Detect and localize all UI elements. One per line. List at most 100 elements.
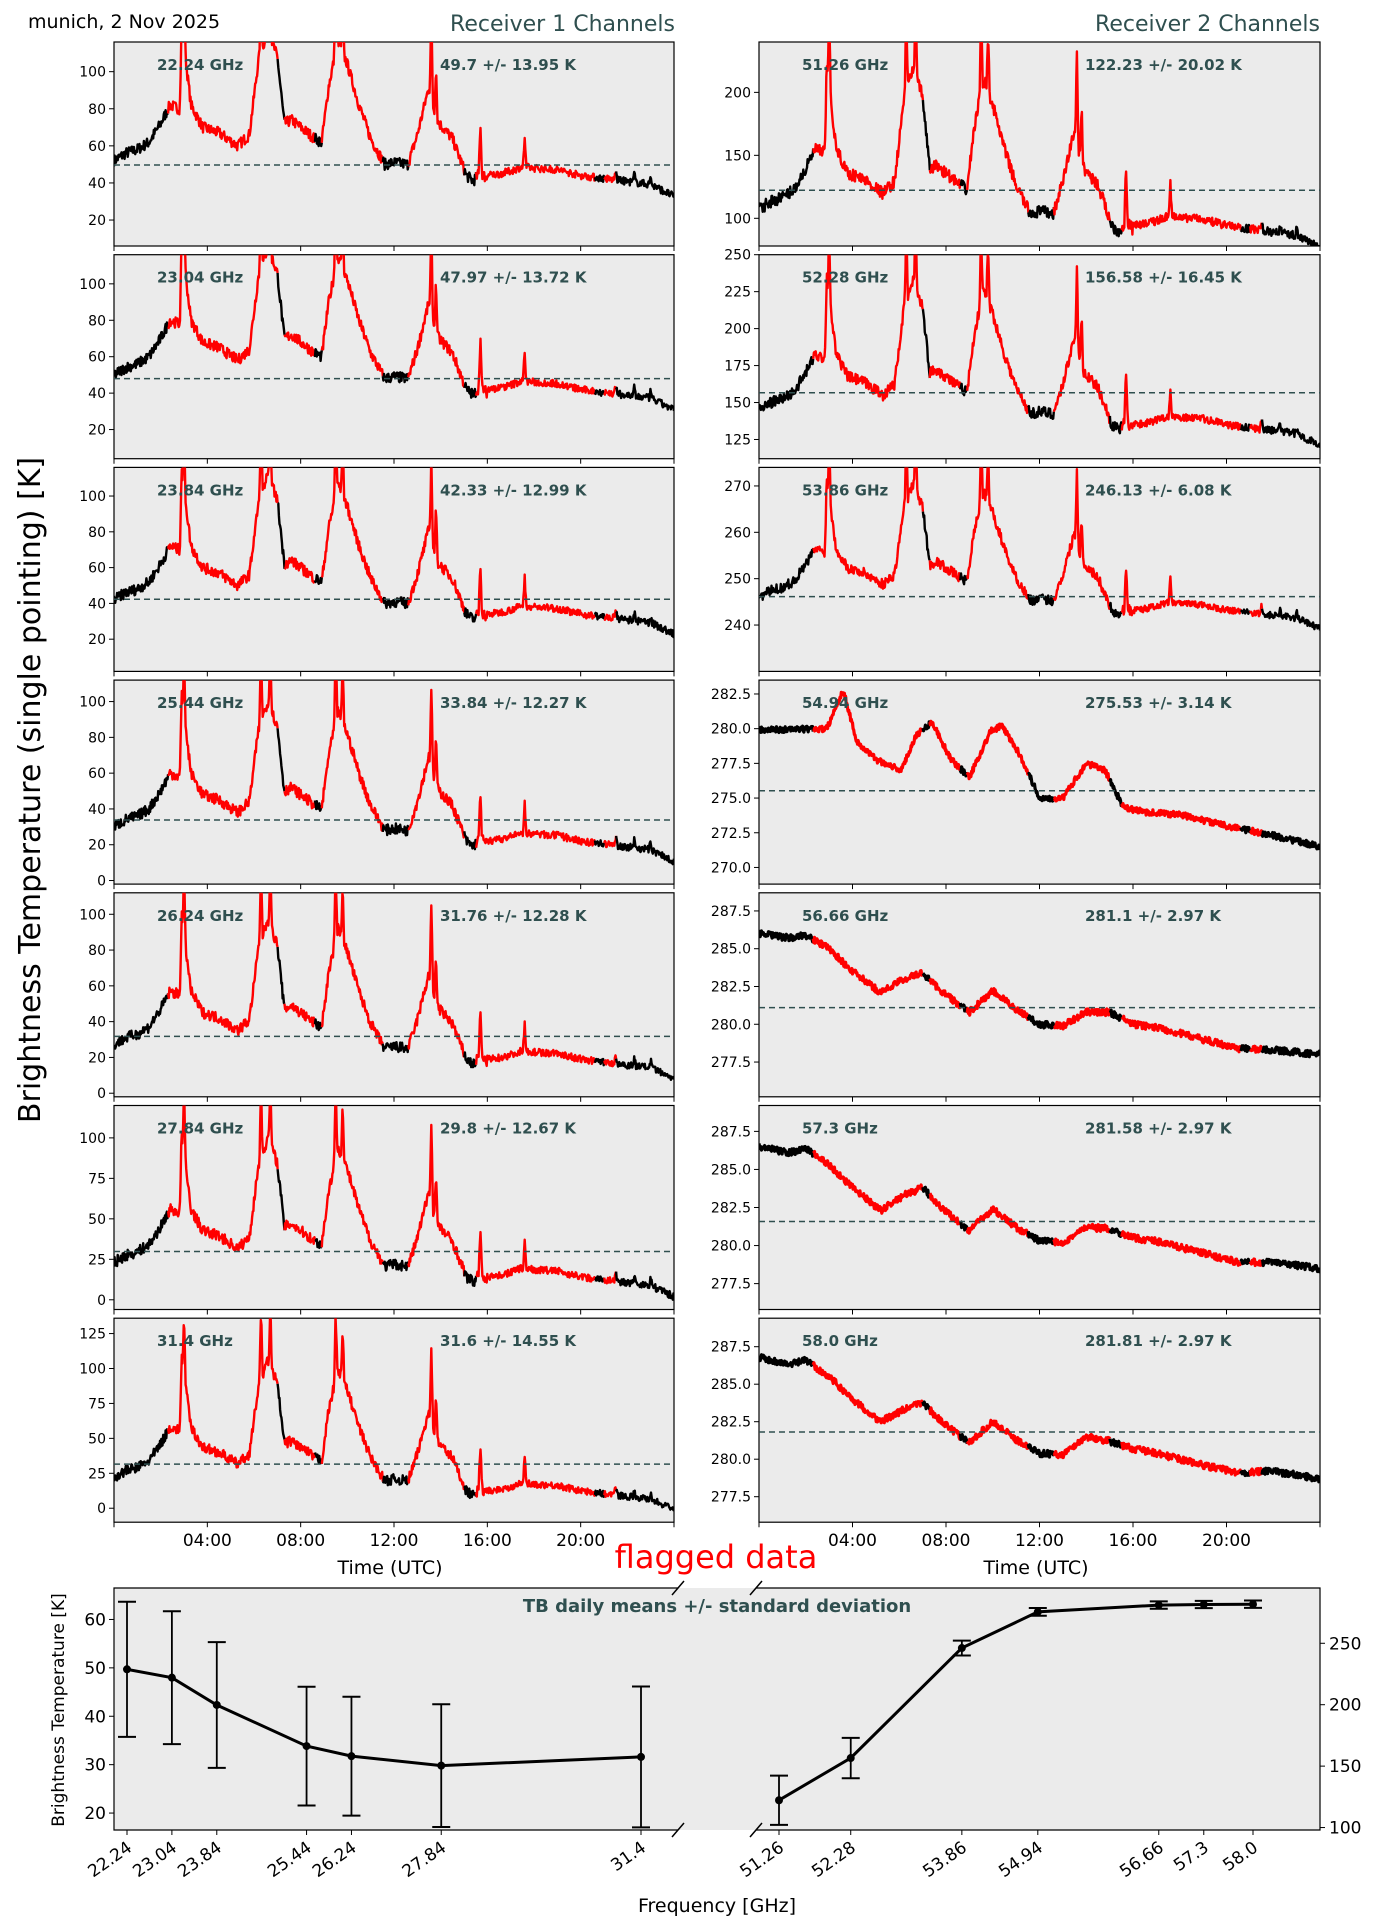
good-series-segment	[1026, 1014, 1056, 1030]
channel-frequency-label: 22.24 GHz	[157, 56, 244, 74]
receiver1-x-label: Time (UTC)	[336, 1557, 442, 1579]
good-series-segment	[463, 831, 478, 851]
good-series-segment	[1239, 1044, 1252, 1053]
mean-point	[846, 1754, 855, 1763]
y-tick-label: 50	[88, 1431, 106, 1447]
flagged-series-segment	[474, 1448, 596, 1498]
good-series-segment	[593, 174, 606, 183]
summary-frame-left	[113, 1587, 678, 1831]
good-series-segment	[614, 1055, 674, 1081]
y-tick-label: 282.5	[711, 979, 751, 995]
mean-point	[167, 1673, 176, 1682]
flagged-series-segment	[1120, 1441, 1243, 1477]
channel-frequency-label: 56.66 GHz	[802, 907, 889, 925]
series-group	[114, 1105, 674, 1301]
good-series-segment	[313, 132, 323, 148]
x-tick-label: 58.0	[1219, 1838, 1261, 1876]
y-tick-label: 287.5	[711, 1124, 751, 1140]
y-tick-label: 150	[724, 148, 751, 164]
channel-mean-std-label: 281.58 +/- 2.97 K	[1085, 1120, 1233, 1138]
flagged-series-segment	[283, 1435, 317, 1461]
channel-mean-std-label: 33.84 +/- 12.27 K	[440, 694, 588, 712]
figure-y-label: Brightness Temperature (single pointing)…	[13, 457, 48, 1123]
channel-panel: 277.5 280.0 282.5 285.0 287.5 04:00 08:00 12:00…	[711, 1317, 1321, 1551]
flagged-series-segment	[1249, 826, 1264, 837]
good-series-segment	[381, 1041, 410, 1054]
series-group	[114, 680, 674, 866]
x-tick-label: 54.94	[995, 1838, 1046, 1882]
left-y-tick-label: 60	[84, 1610, 106, 1630]
good-series-segment	[593, 611, 606, 621]
flagged-series-segment	[166, 42, 279, 152]
flagged-data-legend: flagged data	[615, 1538, 818, 1576]
flagged-series-segment	[603, 609, 618, 622]
right-y-tick-label: 100	[1329, 1819, 1361, 1839]
left-y-tick-label: 50	[84, 1659, 106, 1679]
flagged-series-segment	[320, 1318, 384, 1482]
y-tick-label: 100	[724, 211, 751, 227]
y-tick-label: 250	[724, 572, 751, 588]
daily-means-chart: TB daily means +/- standard deviation 20 3…	[49, 1580, 1361, 1917]
flagged-series-segment	[283, 331, 317, 358]
y-tick-label: 280.0	[711, 1017, 751, 1033]
good-series-segment	[1108, 220, 1123, 238]
y-tick-label: 40	[88, 386, 106, 402]
y-tick-label: 100	[79, 65, 106, 81]
good-series-segment	[1239, 1469, 1252, 1478]
y-tick-label: 285.0	[711, 1162, 751, 1178]
flagged-series-segment	[928, 1406, 962, 1441]
flagged-series-segment	[966, 42, 1030, 213]
good-series-segment	[463, 168, 478, 187]
good-series-segment	[615, 1488, 674, 1512]
good-series-segment	[959, 179, 969, 196]
flagged-series-segment	[1248, 1257, 1264, 1268]
channel-frequency-label: 53.86 GHz	[802, 481, 889, 499]
good-series-segment	[593, 388, 605, 397]
y-tick-label: 200	[724, 322, 751, 338]
channel-panel: 125 150 175 200 225 250 52.28 GHz 156.58 +/- 16…	[724, 248, 1321, 464]
y-tick-label: 60	[88, 766, 106, 782]
panel-frame	[758, 1104, 1321, 1311]
y-tick-label: 282.5	[711, 1201, 751, 1217]
channel-panel: 277.5 280.0 282.5 285.0 287.5 57.3 GHz 281.58 …	[711, 1104, 1321, 1315]
channel-frequency-label: 54.94 GHz	[802, 694, 889, 712]
y-tick-label: 25	[88, 1252, 106, 1268]
y-tick-label: 272.5	[711, 826, 751, 842]
flagged-series-segment	[1249, 419, 1264, 434]
y-tick-label: 0	[97, 1501, 106, 1517]
y-tick-label: 20	[88, 838, 106, 854]
y-tick-label: 80	[88, 730, 106, 746]
y-tick-label: 40	[88, 596, 106, 612]
good-series-segment	[958, 765, 969, 778]
flagged-series-segment	[1052, 265, 1112, 425]
good-series-segment	[313, 574, 323, 585]
flagged-series-segment	[320, 1105, 384, 1265]
flagged-series-segment	[812, 42, 925, 200]
y-tick-label: 270.0	[711, 860, 751, 876]
flagged-series-segment	[407, 467, 466, 613]
y-tick-label: 280.0	[711, 1239, 751, 1255]
mean-point	[123, 1665, 131, 1674]
good-series-segment	[759, 1143, 815, 1158]
mean-point	[957, 1644, 966, 1653]
flagged-series-segment	[407, 42, 466, 176]
good-series-segment	[1108, 1008, 1124, 1022]
good-series-segment	[615, 610, 674, 639]
y-tick-label: 0	[97, 1293, 106, 1309]
good-series-segment	[276, 946, 286, 1005]
good-series-segment	[959, 1220, 969, 1232]
panel-frame	[758, 1317, 1321, 1523]
summary-y-label: Brightness Temperature [K]	[49, 1593, 69, 1826]
good-series-segment	[463, 1485, 478, 1500]
y-tick-label: 20	[88, 423, 106, 439]
good-series-segment	[614, 383, 674, 412]
x-tick-label: 26.24	[309, 1838, 360, 1882]
x-tick-label: 04:00	[183, 1531, 232, 1551]
flagged-series-segment	[928, 159, 962, 189]
channel-frequency-label: 31.4 GHz	[157, 1332, 233, 1350]
good-series-segment	[276, 728, 286, 792]
good-series-segment	[114, 993, 170, 1050]
flagged-series-segment	[965, 1418, 1030, 1450]
